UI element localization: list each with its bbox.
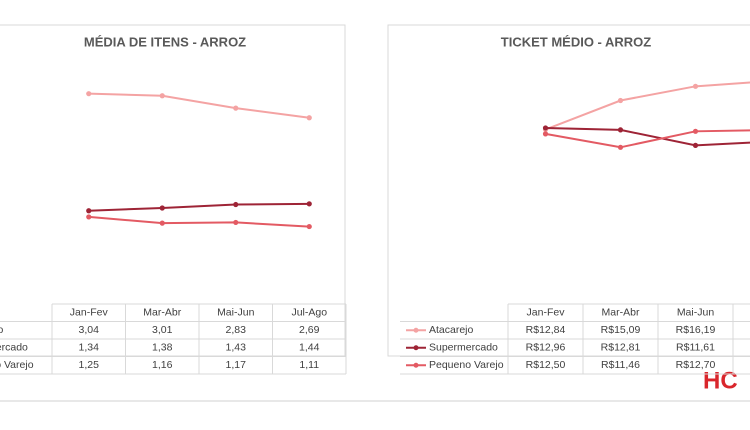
- series-line: [545, 129, 750, 149]
- table-value: 1,44: [299, 342, 320, 354]
- table-value: 3,04: [79, 324, 100, 336]
- table-value: R$11,46: [601, 359, 640, 371]
- series-line: [545, 81, 750, 131]
- table-header: Jan-Fev: [527, 307, 566, 319]
- point: [159, 93, 165, 99]
- table-header: Mai-Jun: [217, 307, 255, 319]
- table-value: 1,17: [226, 359, 247, 371]
- point: [159, 220, 165, 226]
- legend-label: Atacarejo: [0, 324, 4, 336]
- legend-key-marker: [413, 345, 419, 351]
- legend-label: Pequeno Varejo: [0, 359, 34, 371]
- point: [159, 205, 165, 211]
- table-value: 3,01: [152, 324, 173, 336]
- table-value: R$12,81: [601, 342, 641, 354]
- table-value: R$12,70: [676, 359, 716, 371]
- table-value: 2,69: [299, 324, 320, 336]
- point: [233, 201, 239, 208]
- chart-panel: [387, 24, 750, 357]
- legend-label: Supermercado: [429, 342, 498, 354]
- table-header: Mar-Abr: [143, 307, 181, 319]
- point: [617, 144, 624, 150]
- table-value: R$12,96: [526, 342, 566, 354]
- table-value: R$12,84: [526, 324, 566, 336]
- table-value: R$16,19: [676, 324, 716, 336]
- legend-label: Supermercado: [0, 342, 28, 354]
- table-header: Mar-Abr: [602, 307, 640, 319]
- table-header: Mai-Jun: [677, 307, 715, 319]
- point: [233, 219, 239, 226]
- chart-panel: [0, 24, 346, 357]
- point: [692, 83, 699, 89]
- legend-label: Pequeno Varejo: [429, 359, 504, 371]
- chart-title: MÉDIA DE ITENS - ARROZ: [84, 34, 246, 49]
- point: [306, 201, 312, 207]
- point: [86, 208, 92, 214]
- logo: HC: [703, 367, 738, 394]
- table-value: R$11,61: [676, 342, 715, 354]
- table-value: 1,16: [152, 359, 173, 371]
- series-line: [88, 215, 310, 228]
- table-header: Jul-Ago: [291, 307, 327, 319]
- point: [86, 91, 92, 97]
- table-value: 1,43: [226, 342, 247, 354]
- legend-key-marker: [413, 362, 419, 368]
- point: [233, 105, 239, 111]
- point: [306, 115, 312, 121]
- point: [306, 223, 312, 230]
- chart-title: TICKET MÉDIO - ARROZ: [501, 34, 652, 49]
- point: [617, 97, 624, 104]
- table-value: R$12,50: [526, 359, 566, 371]
- point: [86, 214, 92, 220]
- series-line: [88, 202, 310, 212]
- series-line: [88, 92, 310, 119]
- table-value: 1,11: [299, 359, 319, 371]
- point: [542, 131, 549, 137]
- table-value: 1,25: [79, 359, 100, 371]
- table-value: 1,38: [152, 342, 173, 354]
- legend-label: Atacarejo: [429, 324, 474, 336]
- table-header: Jan-Fev: [70, 307, 109, 319]
- series-line: [545, 126, 750, 147]
- point: [692, 128, 699, 134]
- point: [542, 125, 549, 131]
- table-value: R$15,09: [601, 324, 641, 336]
- point: [692, 142, 699, 148]
- table-value: 2,83: [226, 324, 247, 336]
- point: [617, 127, 624, 133]
- legend-key-marker: [413, 327, 419, 333]
- table-value: 1,34: [79, 342, 100, 354]
